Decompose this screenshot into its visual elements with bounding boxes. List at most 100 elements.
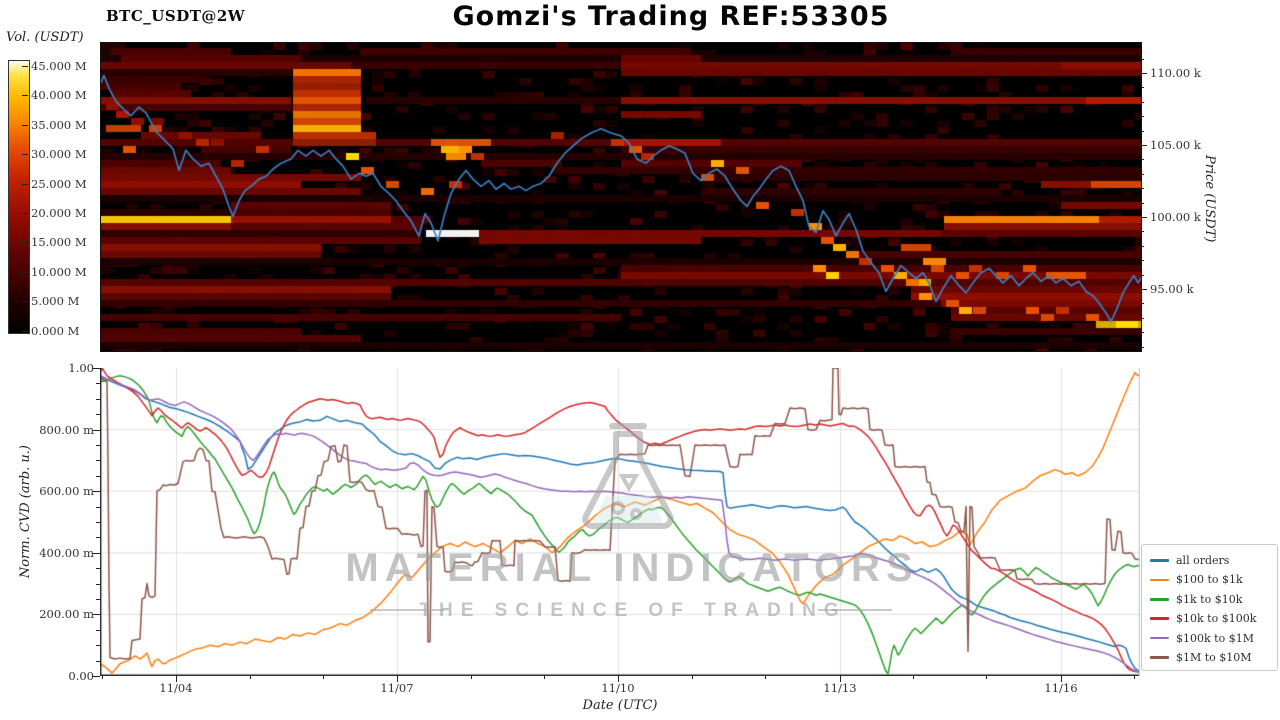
legend-line-swatch	[1150, 559, 1169, 562]
cvd-y-tick-mark	[93, 429, 100, 431]
colorbar-tick-label: 45.000 M	[31, 59, 87, 73]
colorbar-tick-label: 30.000 M	[31, 147, 87, 162]
price-tick-mark	[1141, 202, 1144, 204]
colorbar-tick-label: 35.000 M	[31, 117, 87, 132]
cvd-y-tick-mark	[93, 676, 100, 677]
colorbar-tick-mark	[22, 330, 28, 332]
colorbar-tick-label: 10.000 M	[31, 264, 87, 279]
cvd-x-minor-tick	[544, 676, 546, 679]
cvd-x-tick-label: 11/10	[601, 681, 635, 695]
colorbar-tick-mark	[22, 213, 28, 214]
cvd-x-minor-tick	[249, 676, 251, 679]
price-tick-mark	[1141, 87, 1144, 89]
price-tick-mark	[1141, 101, 1144, 103]
cvd-y-tick-mark	[96, 475, 100, 477]
page-title: Gomzi's Trading REF:53305	[452, 1, 890, 32]
price-tick-label: 105.00 k	[1150, 138, 1201, 152]
cvd-y-tick-label: 800.00 m	[39, 422, 94, 437]
price-tick-mark	[1141, 145, 1147, 146]
colorbar-tick-label: 40.000 M	[31, 88, 87, 103]
date-axis-title: Date (UTC)	[582, 698, 658, 713]
cvd-x-minor-tick	[1133, 676, 1135, 679]
price-tick-mark	[1141, 274, 1144, 276]
cvd-y-tick-mark	[93, 552, 100, 554]
cvd-y-tick-mark	[96, 398, 100, 400]
price-tick-mark	[1141, 289, 1147, 290]
legend-label: $100k to $1M	[1176, 631, 1254, 645]
price-tick-mark	[1141, 58, 1144, 60]
cvd-x-minor-tick	[470, 676, 472, 679]
cvd-y-tick-label: 0.00	[68, 669, 94, 683]
cvd-y-tick-mark	[96, 383, 100, 385]
legend-item: all orders	[1150, 552, 1271, 569]
price-tick-mark	[1141, 332, 1144, 334]
price-tick-label: 100.00 k	[1150, 210, 1201, 224]
price-tick-label: 110.00 k	[1150, 66, 1201, 80]
legend-label: $100 to $1k	[1176, 573, 1243, 587]
symbol-label: BTC_USDT@2W	[106, 7, 246, 25]
cvd-y-tick-mark	[93, 368, 100, 369]
colorbar-tick-label: 15.000 M	[31, 235, 87, 250]
cvd-y-tick-mark	[96, 460, 100, 462]
cvd-y-tick-mark	[96, 445, 100, 446]
cvd-x-minor-tick	[912, 676, 914, 679]
price-tick-label: 95.00 k	[1150, 282, 1194, 296]
cvd-x-minor-tick	[323, 676, 325, 679]
cvd-x-minor-tick	[691, 676, 693, 679]
legend-line-swatch	[1150, 656, 1169, 659]
price-axis-title: Price (USDT)	[1202, 155, 1217, 243]
colorbar-tick-label: 0.000 M	[31, 323, 80, 338]
price-tick-mark	[1141, 173, 1144, 175]
cvd-x-minor-tick	[765, 676, 767, 679]
cvd-x-minor-tick	[102, 676, 104, 679]
cvd-y-tick-label: 600.00 m	[39, 484, 94, 499]
colorbar-tick-mark	[22, 124, 28, 126]
cvd-x-tick-mark	[840, 676, 841, 682]
cvd-x-tick-label: 11/04	[159, 681, 193, 695]
price-tick-mark	[1141, 217, 1147, 218]
price-tick-mark	[1141, 245, 1144, 247]
cvd-x-tick-mark	[618, 676, 619, 682]
colorbar-tick-mark	[22, 271, 28, 273]
heatmap-plot	[100, 42, 1142, 352]
cvd-y-tick-mark	[96, 629, 100, 631]
cvd-y-tick-mark	[96, 522, 100, 523]
cvd-y-tick-mark	[96, 583, 100, 585]
cvd-y-tick-label: 200.00 m	[39, 607, 94, 622]
cvd-y-tick-mark	[96, 414, 100, 416]
legend-item: $100k to $1M	[1150, 630, 1271, 647]
colorbar-tick-mark	[22, 66, 28, 67]
cvd-y-tick-mark	[93, 491, 100, 493]
price-tick-mark	[1141, 116, 1144, 118]
cvd-x-minor-tick	[986, 676, 988, 679]
cvd-y-tick-mark	[96, 537, 100, 539]
price-tick-mark	[1141, 303, 1144, 305]
price-tick-mark	[1141, 260, 1144, 262]
colorbar-tick-label: 20.000 M	[31, 206, 87, 220]
price-tick-mark	[1141, 317, 1144, 319]
colorbar-tick-mark	[22, 183, 28, 185]
cvd-x-tick-mark	[176, 676, 177, 682]
volume-colorbar	[8, 60, 30, 334]
cvd-x-tick-mark	[1061, 676, 1062, 682]
colorbar-axis-title: Vol. (USDT)	[6, 30, 84, 45]
cvd-x-tick-label: 11/16	[1044, 681, 1078, 695]
price-tick-mark	[1141, 231, 1144, 233]
price-tick-mark	[1141, 346, 1144, 348]
price-tick-mark	[1141, 130, 1144, 132]
cvd-y-tick-label: 1.00	[68, 361, 94, 375]
colorbar-tick-label: 5.000 M	[31, 294, 80, 309]
legend-line-swatch	[1150, 617, 1169, 620]
cvd-plot	[100, 368, 1140, 676]
cvd-x-tick-mark	[397, 676, 398, 682]
cvd-y-tick-mark	[93, 614, 100, 616]
colorbar-tick-mark	[22, 154, 28, 156]
cvd-y-tick-mark	[96, 645, 100, 647]
legend-line-swatch	[1150, 636, 1169, 640]
legend-item: $100 to $1k	[1150, 571, 1271, 588]
legend-label: $10k to $100k	[1176, 612, 1257, 626]
legend-line-swatch	[1150, 597, 1169, 601]
legend-item: $1M to $10M	[1150, 649, 1271, 666]
cvd-y-tick-label: 400.00 m	[39, 545, 94, 560]
legend-item: $10k to $100k	[1150, 610, 1271, 627]
